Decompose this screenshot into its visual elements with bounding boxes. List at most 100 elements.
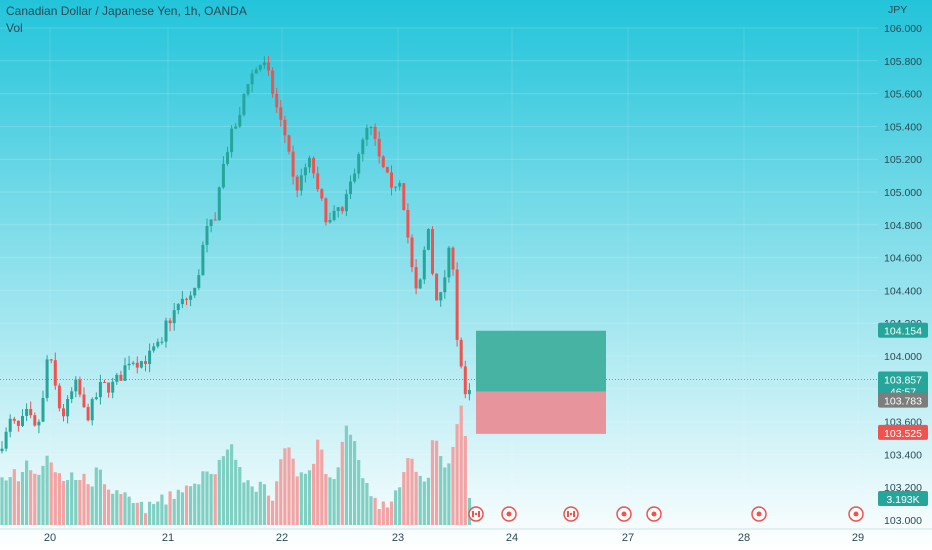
candle-body	[8, 418, 12, 432]
volume-bar	[295, 476, 299, 525]
event-dot	[506, 511, 512, 517]
time-tick-label: 27	[622, 532, 634, 544]
volume-bar	[307, 470, 312, 525]
price-tick-label: 106.000	[884, 23, 922, 35]
price-tick-label: 105.200	[884, 154, 922, 166]
currency-label: JPY	[888, 4, 908, 16]
volume-bar	[148, 501, 152, 525]
volume-bar	[225, 449, 230, 525]
volume-bar	[447, 463, 451, 525]
candle-body	[185, 298, 188, 300]
volume-bar	[107, 489, 111, 525]
candle-body	[463, 366, 467, 395]
volume-bar	[61, 480, 66, 525]
volume-bar	[357, 460, 361, 525]
event-flag-icon[interactable]	[563, 506, 579, 522]
volume-bar	[291, 458, 295, 525]
candle-body	[135, 362, 139, 368]
volume-bar	[197, 484, 201, 525]
volume-bar	[78, 479, 82, 525]
candle-body	[381, 156, 385, 168]
volume-indicator-label[interactable]: Vol	[6, 21, 23, 35]
volume-bar	[90, 486, 94, 525]
volume-bar	[439, 456, 443, 525]
volume-bar	[86, 484, 90, 525]
candle-body	[230, 128, 234, 153]
volume-bar	[221, 456, 225, 525]
volume-bar	[394, 490, 398, 525]
volume-bar	[426, 477, 430, 525]
volume-bar	[209, 473, 213, 525]
volume-bar	[0, 477, 4, 525]
volume-bar	[172, 498, 176, 525]
candle-body	[62, 408, 65, 417]
volume-bar	[29, 470, 33, 525]
stop-loss-price-tag-bg	[878, 424, 928, 440]
candle-body	[205, 226, 209, 245]
price-tick-label: 104.800	[884, 220, 922, 232]
candle-body	[439, 292, 443, 301]
candle-body	[295, 176, 299, 191]
candle-body	[238, 114, 242, 127]
event-dot-icon[interactable]	[501, 506, 517, 522]
volume-bar	[369, 496, 373, 525]
event-dot-icon[interactable]	[751, 506, 767, 522]
position-tool[interactable]	[476, 330, 606, 434]
candle-body	[164, 320, 168, 342]
volume-bar	[127, 496, 131, 525]
candle-body	[217, 187, 221, 221]
event-dot-icon[interactable]	[616, 506, 632, 522]
volume-bar	[353, 441, 357, 525]
time-tick-label: 24	[506, 532, 518, 544]
volume-bar	[373, 497, 377, 525]
volume-bar	[139, 501, 143, 525]
candle-body	[246, 84, 250, 95]
event-dot	[756, 511, 762, 517]
event-flag-icon[interactable]	[468, 506, 484, 522]
grid-lines	[0, 27, 878, 528]
volume-bar	[82, 473, 86, 525]
candle-body	[193, 287, 197, 296]
candle-body	[78, 379, 82, 395]
candle-body	[349, 181, 352, 195]
candle-body	[45, 359, 49, 398]
candle-body	[82, 394, 86, 408]
candle-body	[283, 119, 287, 136]
volume-bar	[180, 492, 184, 525]
candle-body	[37, 421, 41, 426]
price-tick-label: 105.000	[884, 187, 922, 199]
volume-bar	[402, 472, 406, 525]
take-profit-price-tag: 104.154	[884, 326, 922, 338]
event-dot-icon[interactable]	[646, 506, 662, 522]
candle-body	[21, 415, 24, 426]
candle-body	[221, 163, 225, 188]
price-tick-label: 104.400	[884, 285, 922, 297]
candle-body	[287, 135, 291, 152]
candle-body	[189, 295, 193, 300]
current-price-tag-bg	[878, 371, 928, 399]
time-axis[interactable]: 20 21 22 23 24 27 28 29	[0, 528, 932, 544]
volume-bar	[320, 449, 324, 525]
candle-body	[111, 381, 115, 393]
volume-bar	[230, 444, 234, 525]
candle-body	[418, 279, 422, 289]
volume-bar	[176, 489, 180, 525]
candle-body	[12, 418, 16, 421]
flag-band	[472, 511, 474, 517]
event-dot-icon[interactable]	[848, 506, 864, 522]
candle-body	[123, 365, 127, 381]
candle-body	[447, 247, 451, 278]
candle-body	[357, 154, 361, 174]
candle-body	[115, 374, 119, 382]
stop-loss-zone	[476, 391, 606, 434]
candle-body	[160, 341, 164, 343]
volume-bar	[344, 425, 348, 525]
candle-body	[324, 198, 328, 223]
candle-body	[98, 382, 102, 398]
candle-body	[320, 189, 324, 199]
candle-body	[254, 69, 258, 74]
volume-bar	[385, 507, 389, 525]
economic-events[interactable]	[468, 506, 864, 522]
